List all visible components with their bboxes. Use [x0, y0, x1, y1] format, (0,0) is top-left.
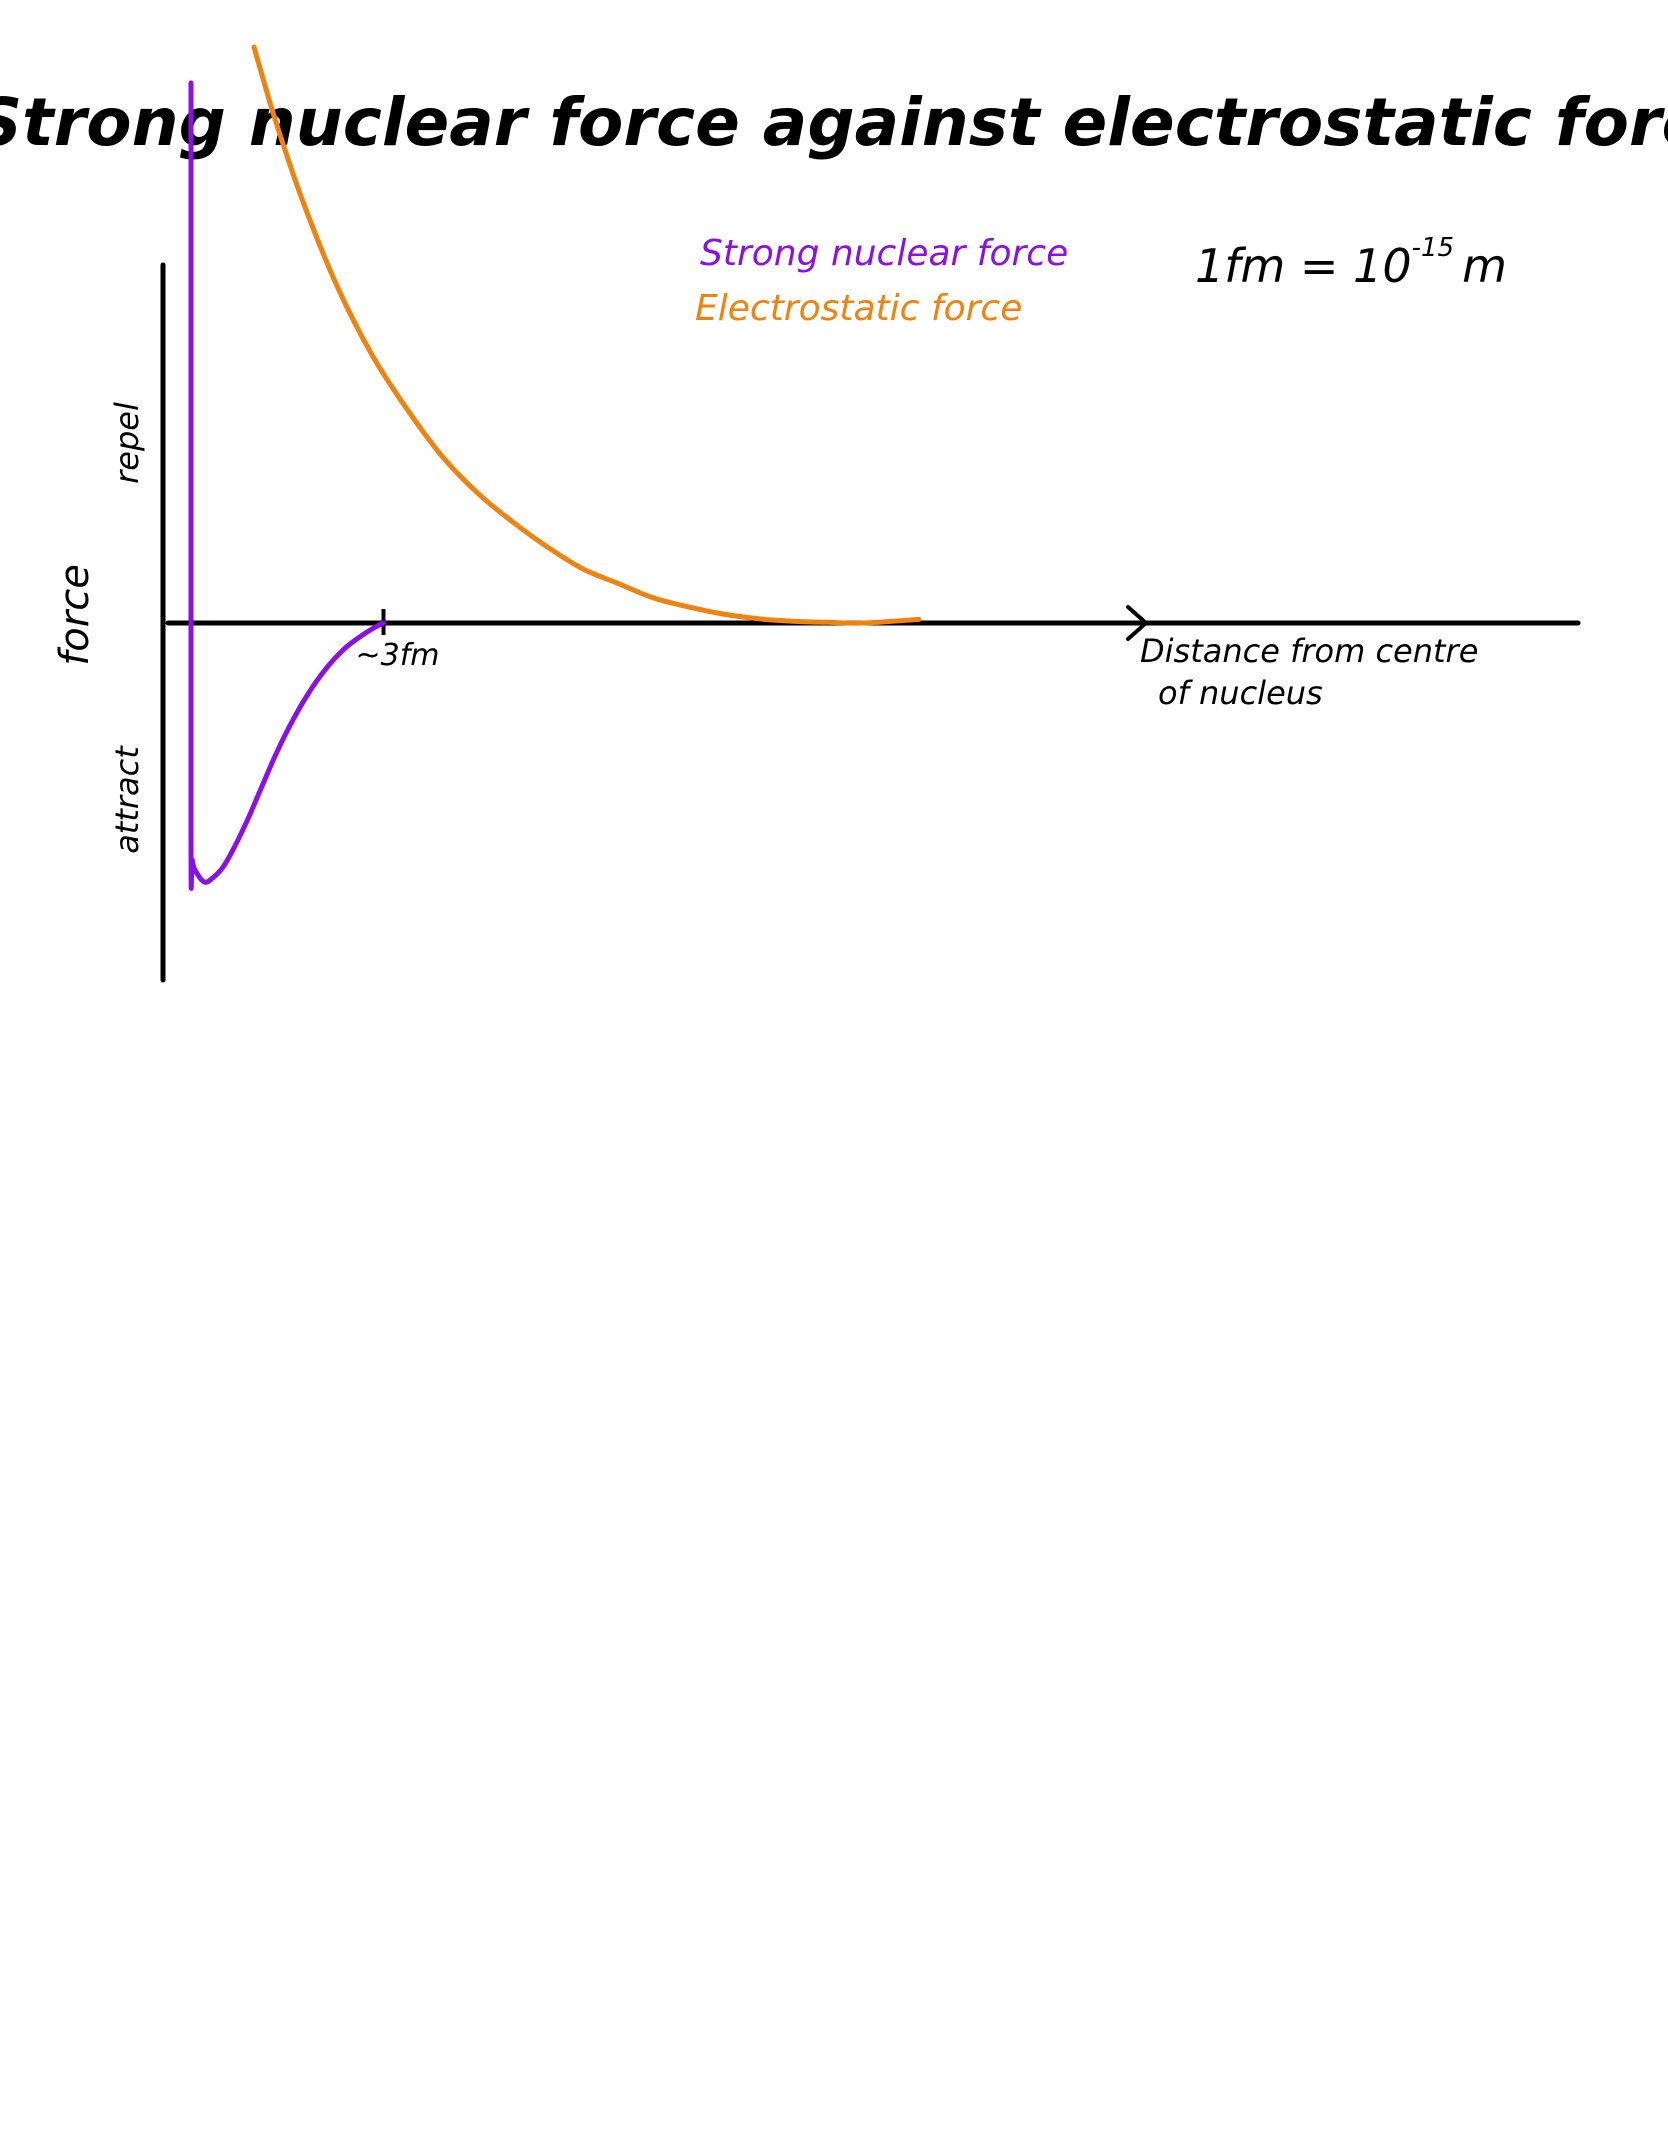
- x-ticks: ~3fm: [355, 609, 440, 673]
- legend-entry-strong-nuclear-force: Strong nuclear force: [700, 233, 1068, 274]
- legend-entry-electrostatic-force: Electrostatic force: [695, 288, 1022, 329]
- x-axis-arrowhead: [1126, 605, 1148, 641]
- y-region-label-attract: attract: [108, 745, 146, 854]
- series-lines: [188, 44, 922, 891]
- x-axis-label: Distance from centre of nucleus: [1140, 632, 1478, 712]
- series-line-electrostatic-force: [251, 44, 922, 626]
- unit-note-unit: m: [1462, 239, 1507, 293]
- y-region-label-repel: repel: [108, 402, 146, 484]
- unit-note-exponent: -15: [1412, 233, 1454, 263]
- unit-note: 1fm = 10-15 m: [1195, 233, 1507, 293]
- x-axis-label-line-2: of nucleus: [1158, 674, 1323, 712]
- x-axis-label-line-1: Distance from centre: [1140, 632, 1478, 670]
- x-tick-label-3fm: ~3fm: [355, 638, 439, 673]
- series-line-strong-nuclear-force: [188, 80, 386, 891]
- y-axis-label: force: [52, 564, 98, 666]
- unit-note-base: 1fm = 10: [1195, 239, 1412, 293]
- chart-title: Strong nuclear force against electrostat…: [0, 84, 1668, 161]
